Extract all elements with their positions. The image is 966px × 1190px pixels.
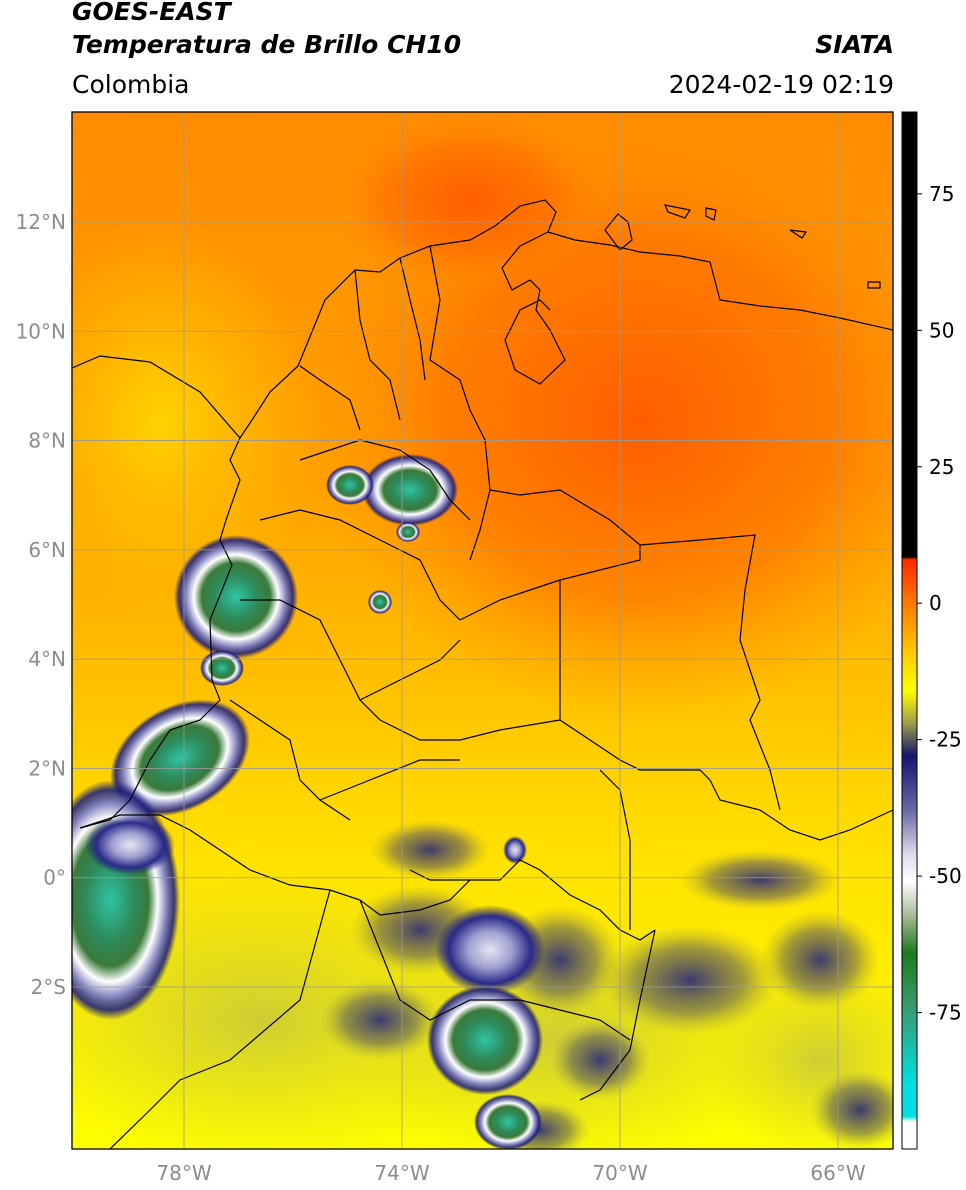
latitude-tick-label: 2°S	[31, 975, 66, 999]
datetime-label: 2024-02-19 02:19	[668, 70, 894, 99]
colorbar-tick-label: 50	[929, 318, 954, 342]
region-label: Colombia	[72, 70, 190, 99]
cold-cloud-tops	[72, 454, 545, 1149]
convective-specks	[320, 820, 893, 1149]
colorbar-tick-label: 75	[929, 182, 954, 206]
colorbar-tick-label: 0	[929, 591, 942, 615]
latitude-tick-label: 6°N	[28, 538, 66, 562]
graticule	[72, 112, 893, 1149]
latitude-tick-label: 4°N	[28, 647, 66, 671]
satellite-title: GOES-EAST	[72, 0, 231, 26]
latitude-tick-label: 2°N	[28, 756, 66, 780]
colorbar-ticks: 75 50 25 0 -25 -50 -75	[917, 182, 962, 1025]
longitude-tick-label: 74°W	[374, 1161, 429, 1185]
colorbar-tick-label: -50	[929, 864, 962, 888]
colorbar: 75 50 25 0 -25 -50 -75	[901, 111, 962, 1150]
longitude-tick-label: 78°W	[156, 1161, 211, 1185]
latitude-tick-label: 10°N	[16, 319, 66, 343]
latitude-tick-label: 0°	[43, 866, 66, 890]
latitude-labels: 12°N 10°N 8°N 6°N 4°N 2°N 0° 2°S	[16, 210, 66, 999]
colorbar-gradient	[902, 112, 917, 1149]
latitude-tick-label: 8°N	[28, 429, 66, 453]
colorbar-tick-label: 25	[929, 455, 954, 479]
longitude-labels: 78°W 74°W 70°W 66°W	[156, 1161, 865, 1185]
brightness-temperature-field	[72, 112, 893, 1149]
longitude-tick-label: 66°W	[810, 1161, 865, 1185]
colorbar-frame	[901, 111, 918, 1150]
product-title: Temperatura de Brillo CH10	[72, 30, 462, 59]
brand-label: SIATA	[815, 30, 894, 59]
colorbar-tick-label: -75	[929, 1001, 962, 1025]
latitude-tick-label: 12°N	[16, 210, 66, 234]
map-frame	[71, 111, 894, 1150]
longitude-tick-label: 70°W	[592, 1161, 647, 1185]
colorbar-tick-label: -25	[929, 728, 962, 752]
